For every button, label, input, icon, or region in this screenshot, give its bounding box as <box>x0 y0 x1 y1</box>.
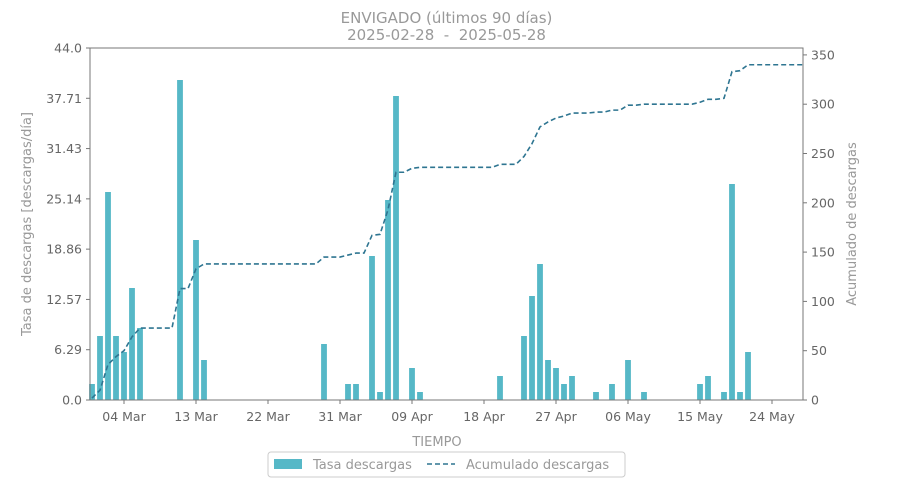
bar-day-2 <box>105 192 111 400</box>
bar-day-77 <box>705 376 711 400</box>
y-right-tick-label: 350 <box>811 47 835 62</box>
y-axis-right-label: Acumulado de descargas <box>845 142 860 306</box>
y-axis-left-label: Tasa de descargas [descargas/día] <box>20 112 35 337</box>
y-left-tick-label: 31.43 <box>46 141 82 156</box>
bar-day-40 <box>409 368 415 400</box>
bar-day-60 <box>569 376 575 400</box>
bar-day-76 <box>697 384 703 400</box>
legend: Tasa descargas Acumulado descargas <box>267 451 626 478</box>
bar-day-11 <box>177 80 183 400</box>
y-right-tick-label: 300 <box>811 97 835 112</box>
bar-day-54 <box>521 336 527 400</box>
bar-day-55 <box>529 296 535 400</box>
bar-day-33 <box>353 384 359 400</box>
line-series <box>91 63 804 399</box>
bar-day-36 <box>377 392 383 400</box>
y-axis-left: 0.0 6.29 12.57 18.86 25.14 31.43 37.71 44.0 <box>46 41 90 408</box>
x-tick-label: 27 Apr <box>535 409 577 424</box>
bar-day-35 <box>369 256 375 400</box>
bar-day-69 <box>641 392 647 400</box>
x-tick-label: 31 Mar <box>318 409 362 424</box>
bar-day-29 <box>321 344 327 400</box>
legend-bar-swatch <box>274 459 302 469</box>
bar-day-32 <box>345 384 351 400</box>
y-right-tick-label: 250 <box>811 146 835 161</box>
bar-day-58 <box>553 368 559 400</box>
bar-day-14 <box>201 360 207 400</box>
bar-day-56 <box>537 264 543 400</box>
y-right-tick-label: 200 <box>811 195 835 210</box>
legend-label-cumulative: Acumulado descargas <box>466 458 609 473</box>
y-left-tick-label: 25.14 <box>46 191 82 206</box>
bar-day-65 <box>609 384 615 400</box>
x-axis: 04 Mar 13 Mar 22 Mar 31 Mar 09 Apr 18 Apr 27 A… <box>102 400 795 424</box>
y-right-tick-label: 0 <box>811 393 819 408</box>
chart-title: ENVIGADO (últimos 90 días) <box>341 9 553 27</box>
y-left-tick-label: 44.0 <box>54 41 82 56</box>
bar-day-67 <box>625 360 631 400</box>
bar-day-81 <box>737 392 743 400</box>
y-left-tick-label: 18.86 <box>46 242 82 257</box>
bar-day-4 <box>121 352 127 400</box>
x-tick-label: 22 Mar <box>246 409 290 424</box>
bar-day-51 <box>497 376 503 400</box>
bar-day-38 <box>393 96 399 400</box>
x-tick-label: 04 Mar <box>102 409 146 424</box>
bar-day-59 <box>561 384 567 400</box>
bar-day-80 <box>729 184 735 400</box>
legend-label-rate: Tasa descargas <box>312 458 412 473</box>
bar-day-1 <box>97 336 103 400</box>
bar-day-3 <box>113 336 119 400</box>
bar-day-57 <box>545 360 551 400</box>
x-tick-label: 15 May <box>677 409 723 424</box>
y-right-tick-label: 100 <box>811 294 835 309</box>
bar-day-79 <box>721 392 727 400</box>
x-tick-label: 13 Mar <box>174 409 218 424</box>
chart-subtitle: 2025-02-28 - 2025-05-28 <box>347 26 546 44</box>
y-left-tick-label: 6.29 <box>54 342 82 357</box>
y-right-tick-label: 50 <box>811 343 827 358</box>
bar-series <box>89 80 751 400</box>
y-left-tick-label: 0.0 <box>62 393 82 408</box>
plot-frame <box>89 47 804 401</box>
y-left-tick-label: 37.71 <box>46 91 82 106</box>
bar-day-41 <box>417 392 423 400</box>
bar-day-13 <box>193 240 199 400</box>
x-axis-label: TIEMPO <box>411 435 461 450</box>
bar-day-0 <box>89 384 95 400</box>
cumulative-line <box>91 63 804 399</box>
bar-day-82 <box>745 352 751 400</box>
bar-day-6 <box>137 328 143 400</box>
x-tick-label: 18 Apr <box>463 409 505 424</box>
bar-day-5 <box>129 288 135 400</box>
bar-day-37 <box>385 200 391 400</box>
y-axis-right: 0 50 100 150 200 250 300 350 <box>803 47 835 408</box>
y-left-tick-label: 12.57 <box>46 292 82 307</box>
bar-day-63 <box>593 392 599 400</box>
x-tick-label: 06 May <box>605 409 651 424</box>
y-right-tick-label: 150 <box>811 245 835 260</box>
x-tick-label: 09 Apr <box>391 409 433 424</box>
x-tick-label: 24 May <box>749 409 795 424</box>
